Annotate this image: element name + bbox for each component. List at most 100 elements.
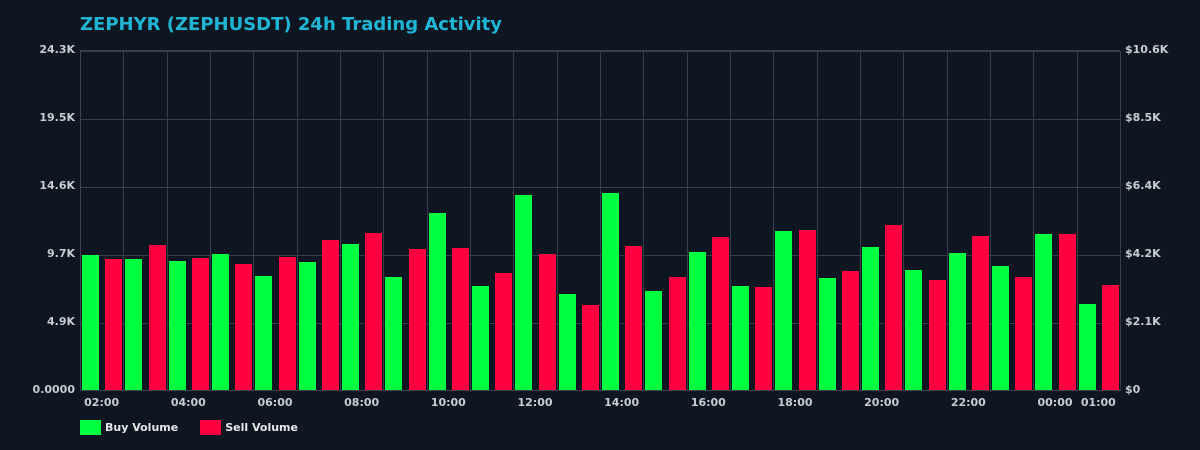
buy-volume-bar[interactable] bbox=[212, 254, 229, 390]
sell-volume-bar[interactable] bbox=[278, 256, 296, 390]
sell-volume-bar[interactable] bbox=[1101, 285, 1119, 390]
v-gridline bbox=[340, 51, 341, 391]
sell-volume-bar[interactable] bbox=[711, 237, 729, 390]
buy-volume-bar[interactable] bbox=[1078, 303, 1096, 390]
x-tick-label: 18:00 bbox=[777, 396, 813, 409]
y-tick-label-right: $0 bbox=[1125, 383, 1141, 396]
h-gridline bbox=[81, 51, 1121, 52]
v-gridline bbox=[556, 51, 558, 391]
sell-swatch-icon bbox=[200, 420, 222, 435]
v-gridline bbox=[296, 51, 298, 391]
h-gridline bbox=[81, 187, 1121, 188]
sell-volume-bar[interactable] bbox=[928, 280, 946, 390]
buy-volume-bar[interactable] bbox=[732, 286, 749, 390]
sell-volume-bar[interactable] bbox=[841, 271, 859, 390]
v-gridline bbox=[816, 51, 818, 391]
v-gridline bbox=[903, 51, 905, 391]
y-tick-label-right: $8.5K bbox=[1125, 111, 1161, 124]
sell-volume-bar[interactable] bbox=[755, 287, 773, 390]
buy-volume-bar[interactable] bbox=[342, 244, 359, 390]
x-tick-label: 10:00 bbox=[430, 396, 466, 409]
y-tick-label-right: $4.2K bbox=[1125, 247, 1161, 260]
sell-volume-bar[interactable] bbox=[625, 246, 643, 390]
v-gridline bbox=[946, 51, 948, 391]
v-gridline bbox=[383, 51, 385, 391]
y-tick-label: 24.3K bbox=[39, 43, 75, 56]
buy-swatch-icon bbox=[80, 420, 101, 435]
v-gridline bbox=[686, 51, 688, 391]
v-gridline bbox=[1120, 51, 1121, 391]
sell-volume-bar[interactable] bbox=[495, 273, 513, 390]
x-tick-label: 02:00 bbox=[84, 396, 120, 409]
legend-item-buy[interactable]: Buy Volume bbox=[80, 420, 178, 435]
v-gridline bbox=[513, 51, 515, 391]
buy-volume-bar[interactable] bbox=[428, 213, 446, 390]
buy-volume-bar[interactable] bbox=[125, 259, 143, 390]
sell-volume-bar[interactable] bbox=[451, 247, 469, 390]
v-gridline bbox=[253, 51, 255, 391]
sell-volume-bar[interactable] bbox=[321, 240, 339, 390]
v-gridline bbox=[990, 51, 991, 391]
buy-volume-bar[interactable] bbox=[862, 247, 879, 390]
sell-volume-bar[interactable] bbox=[148, 245, 166, 390]
sell-volume-bar[interactable] bbox=[105, 259, 123, 390]
sell-volume-bar[interactable] bbox=[365, 233, 383, 390]
buy-volume-bar[interactable] bbox=[602, 193, 619, 390]
v-gridline bbox=[210, 51, 211, 391]
buy-volume-bar[interactable] bbox=[255, 275, 273, 390]
buy-volume-bar[interactable] bbox=[905, 269, 923, 390]
buy-volume-bar[interactable] bbox=[558, 294, 576, 390]
v-gridline bbox=[860, 51, 861, 391]
v-gridline bbox=[166, 51, 168, 391]
sell-volume-bar[interactable] bbox=[235, 264, 253, 390]
x-tick-label: 01:00 bbox=[1080, 396, 1116, 409]
y-tick-label-right: $10.6K bbox=[1125, 43, 1169, 56]
h-gridline bbox=[81, 323, 1121, 324]
x-tick-label: 08:00 bbox=[344, 396, 380, 409]
sell-volume-bar[interactable] bbox=[538, 254, 556, 390]
y-tick-label: 4.9K bbox=[46, 315, 75, 328]
sell-volume-bar[interactable] bbox=[971, 235, 989, 390]
v-gridline bbox=[730, 51, 731, 391]
y-tick-label: 9.7K bbox=[46, 247, 75, 260]
legend: Buy Volume Sell Volume bbox=[80, 420, 320, 435]
x-tick-label: 16:00 bbox=[690, 396, 726, 409]
plot-area bbox=[80, 50, 1121, 391]
v-gridline bbox=[1033, 51, 1035, 391]
v-gridline bbox=[600, 51, 601, 391]
sell-volume-bar[interactable] bbox=[668, 276, 686, 390]
y-tick-label-right: $6.4K bbox=[1125, 179, 1161, 192]
buy-volume-bar[interactable] bbox=[472, 286, 489, 390]
y-tick-label-right: $2.1K bbox=[1125, 315, 1161, 328]
h-gridline bbox=[81, 255, 1121, 256]
buy-volume-bar[interactable] bbox=[992, 266, 1009, 390]
buy-volume-bar[interactable] bbox=[298, 261, 316, 390]
sell-volume-bar[interactable] bbox=[798, 230, 816, 390]
legend-item-sell[interactable]: Sell Volume bbox=[200, 420, 298, 435]
chart-title: ZEPHYR (ZEPHUSDT) 24h Trading Activity bbox=[80, 14, 502, 35]
buy-volume-bar[interactable] bbox=[645, 290, 663, 390]
sell-volume-bar[interactable] bbox=[408, 248, 426, 390]
buy-volume-bar[interactable] bbox=[818, 278, 836, 390]
h-gridline bbox=[81, 119, 1121, 120]
sell-volume-bar[interactable] bbox=[581, 305, 599, 390]
buy-volume-bar[interactable] bbox=[688, 252, 706, 390]
x-tick-label: 12:00 bbox=[517, 396, 553, 409]
buy-volume-bar[interactable] bbox=[1035, 234, 1053, 390]
buy-volume-bar[interactable] bbox=[775, 231, 793, 390]
buy-volume-bar[interactable] bbox=[385, 276, 403, 390]
buy-volume-bar[interactable] bbox=[82, 254, 99, 390]
v-gridline bbox=[426, 51, 428, 391]
x-tick-label: 04:00 bbox=[170, 396, 206, 409]
buy-volume-bar[interactable] bbox=[168, 261, 186, 390]
buy-volume-bar[interactable] bbox=[948, 253, 966, 390]
x-tick-label: 00:00 bbox=[1037, 396, 1073, 409]
v-gridline bbox=[123, 51, 125, 391]
sell-volume-bar[interactable] bbox=[1058, 234, 1076, 390]
y-tick-label: 14.6K bbox=[39, 179, 75, 192]
sell-volume-bar[interactable] bbox=[1015, 276, 1033, 390]
sell-volume-bar[interactable] bbox=[191, 258, 209, 390]
x-tick-label: 22:00 bbox=[950, 396, 986, 409]
sell-volume-bar[interactable] bbox=[885, 225, 903, 390]
buy-volume-bar[interactable] bbox=[515, 194, 533, 390]
